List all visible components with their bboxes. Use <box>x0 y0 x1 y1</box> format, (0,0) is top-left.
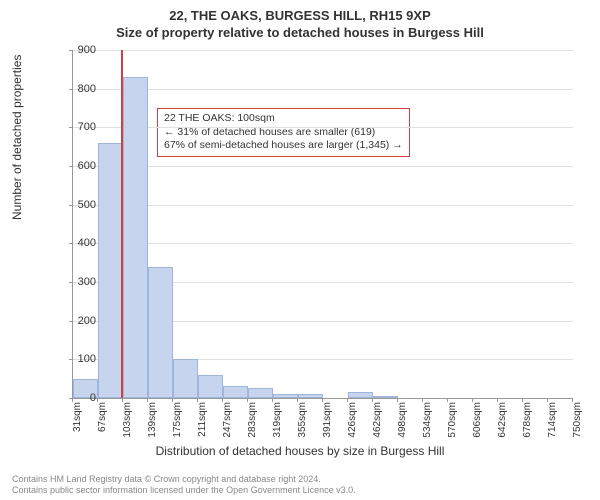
ytick-label: 500 <box>66 199 96 211</box>
ytick-label: 800 <box>66 83 96 95</box>
x-axis-label: Distribution of detached houses by size … <box>0 444 600 458</box>
ytick-label: 200 <box>66 315 96 327</box>
xtick-label: 139sqm <box>147 402 158 442</box>
histogram-bar <box>348 392 373 398</box>
gridline <box>73 89 573 90</box>
ytick-label: 400 <box>66 237 96 249</box>
histogram-bar <box>223 386 248 398</box>
xtick-label: 355sqm <box>297 402 308 442</box>
xtick-label: 498sqm <box>397 402 408 442</box>
footer-line1: Contains HM Land Registry data © Crown c… <box>12 474 356 485</box>
xtick-label: 247sqm <box>222 402 233 442</box>
xtick-label: 67sqm <box>97 402 108 442</box>
xtick-label: 31sqm <box>72 402 83 442</box>
xtick-label: 534sqm <box>422 402 433 442</box>
gridline <box>73 127 573 128</box>
xtick-label: 570sqm <box>447 402 458 442</box>
histogram-bar <box>198 375 223 398</box>
footer-line2: Contains public sector information licen… <box>12 485 356 496</box>
xtick-label: 750sqm <box>572 402 583 442</box>
annotation-line1: 22 THE OAKS: 100sqm <box>164 112 403 126</box>
y-axis-label: Number of detached properties <box>10 55 24 220</box>
xtick-label: 714sqm <box>547 402 558 442</box>
xtick-label: 606sqm <box>472 402 483 442</box>
gridline <box>73 243 573 244</box>
xtick-label: 211sqm <box>197 402 208 442</box>
annotation-line3: 67% of semi-detached houses are larger (… <box>164 139 403 153</box>
xtick-label: 462sqm <box>372 402 383 442</box>
chart-container: 22, THE OAKS, BURGESS HILL, RH15 9XP Siz… <box>0 0 600 500</box>
xtick-label: 642sqm <box>497 402 508 442</box>
gridline <box>73 205 573 206</box>
gridline <box>73 166 573 167</box>
histogram-bar <box>298 394 323 398</box>
footer-attribution: Contains HM Land Registry data © Crown c… <box>12 474 356 496</box>
gridline <box>73 50 573 51</box>
histogram-bar <box>148 267 173 398</box>
histogram-bar <box>173 359 198 398</box>
histogram-bar <box>273 394 298 398</box>
ytick-label: 900 <box>66 44 96 56</box>
xtick-label: 678sqm <box>522 402 533 442</box>
chart-title-line1: 22, THE OAKS, BURGESS HILL, RH15 9XP <box>0 0 600 23</box>
ytick-label: 600 <box>66 160 96 172</box>
xtick-label: 283sqm <box>247 402 258 442</box>
ytick-label: 300 <box>66 276 96 288</box>
xtick-label: 426sqm <box>347 402 358 442</box>
histogram-bar <box>123 77 148 398</box>
plot-area: 22 THE OAKS: 100sqm ← 31% of detached ho… <box>72 50 573 399</box>
histogram-bar <box>248 388 273 398</box>
chart-title-line2: Size of property relative to detached ho… <box>0 23 600 40</box>
subject-marker-line <box>121 50 123 398</box>
xtick-label: 103sqm <box>122 402 133 442</box>
ytick-label: 100 <box>66 353 96 365</box>
xtick-label: 319sqm <box>272 402 283 442</box>
histogram-bar <box>98 143 123 398</box>
xtick-label: 391sqm <box>322 402 333 442</box>
histogram-bar <box>373 396 398 398</box>
xtick-label: 175sqm <box>172 402 183 442</box>
annotation-box: 22 THE OAKS: 100sqm ← 31% of detached ho… <box>157 108 410 157</box>
ytick-label: 700 <box>66 121 96 133</box>
